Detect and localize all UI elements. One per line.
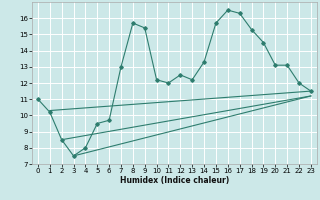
X-axis label: Humidex (Indice chaleur): Humidex (Indice chaleur) — [120, 176, 229, 185]
